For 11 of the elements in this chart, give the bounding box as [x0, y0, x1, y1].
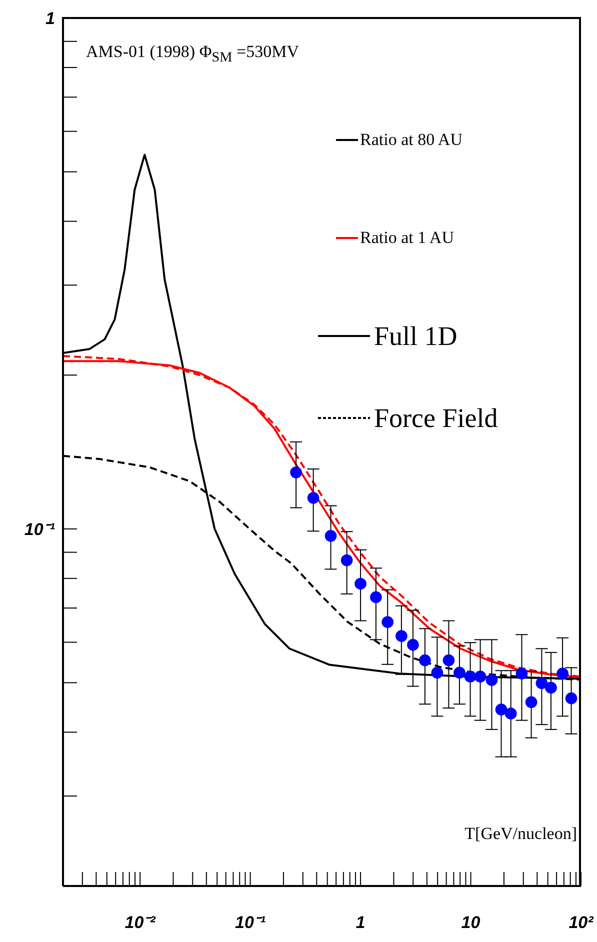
annotation: AMS-01 (1998) Φ$_{SM}$ =530MV	[86, 42, 299, 66]
legend-label: Ratio at 80 AU	[360, 130, 462, 150]
x-tick-label: 10⁻²	[124, 913, 157, 932]
x-tick-label: 10²	[568, 913, 595, 932]
x-tick-label: 1	[356, 913, 366, 932]
legend-label: Ratio at 1 AU	[360, 228, 454, 248]
x-tick-label: 10	[461, 913, 481, 932]
x-axis-title: T[GeV/nucleon]	[464, 824, 577, 843]
x-tick-label: 10⁻¹	[235, 913, 266, 932]
annotation: Full 1D	[374, 320, 458, 352]
annotation: Force Field	[374, 402, 498, 434]
